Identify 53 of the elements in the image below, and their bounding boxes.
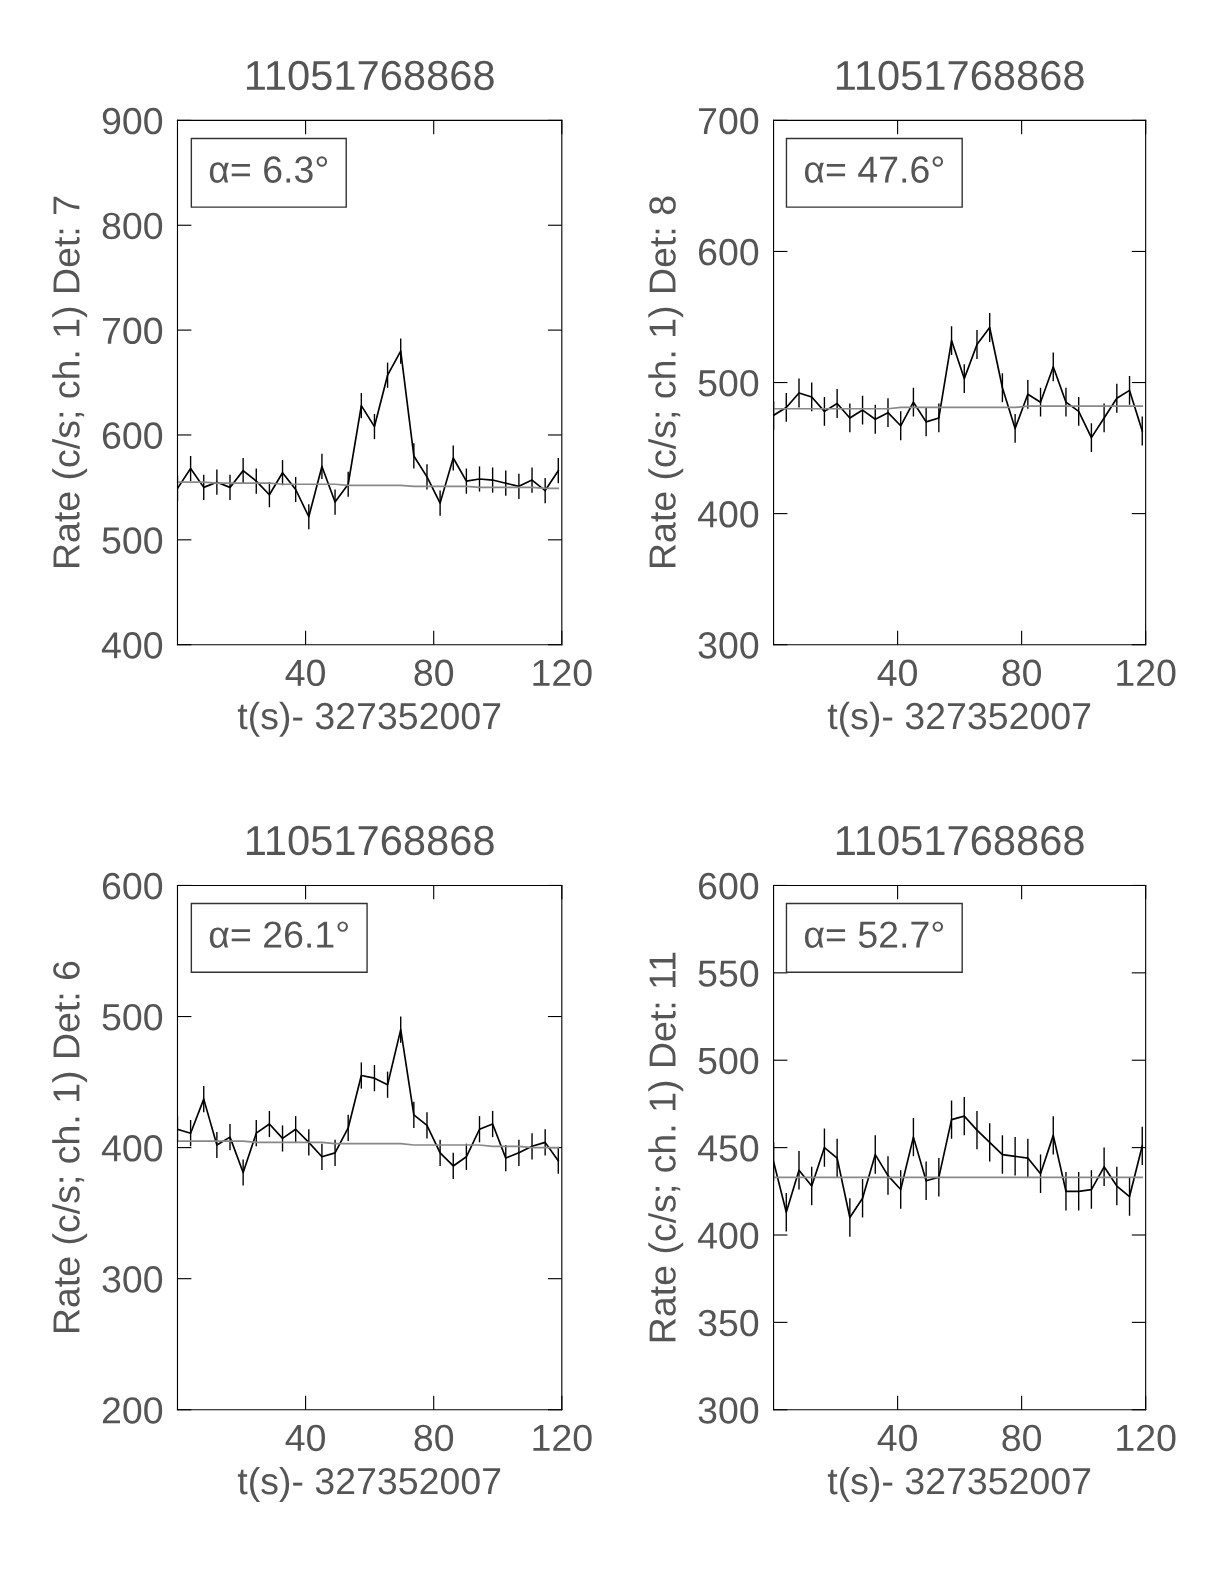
y-tick-label: 700 xyxy=(102,317,163,345)
y-tick-label: 300 xyxy=(698,632,759,659)
x-tick-label: 40 xyxy=(285,1424,325,1452)
y-tick-label: 550 xyxy=(698,960,759,987)
x-tick-label: 120 xyxy=(533,659,592,687)
y-tick-label: 350 xyxy=(698,1309,759,1337)
y-tick-label: 500 xyxy=(102,527,163,554)
line-series xyxy=(177,481,560,490)
y-tick-label: 600 xyxy=(102,422,163,449)
y-tick-label: 400 xyxy=(697,1222,759,1249)
chart-title: 11051768868 xyxy=(836,60,1084,91)
y-axis-title: Rate (c/s; ch. 1) Det: 7 xyxy=(52,196,88,568)
y-tick-label: 400 xyxy=(697,501,759,528)
annotation: α= 52.7° xyxy=(804,921,944,948)
y-axis-title: Rate (c/s; ch. 1) Det: 11 xyxy=(648,952,684,1342)
x-tick-label: 80 xyxy=(414,659,454,687)
y-tick-label: 600 xyxy=(699,238,759,266)
x-tick-label: 40 xyxy=(877,1424,917,1452)
y-tick-label: 500 xyxy=(698,1047,759,1075)
y-tick-label: 400 xyxy=(101,1135,163,1162)
x-tick-label: 80 xyxy=(1002,659,1042,687)
chart-title: 11051768868 xyxy=(246,60,494,91)
y-tick-label: 600 xyxy=(699,872,759,900)
y-tick-label: 300 xyxy=(102,1266,163,1293)
y-tick-label: 700 xyxy=(699,107,759,135)
x-axis-title: t(s)- 327352007 xyxy=(237,701,501,737)
x-tick-label: 120 xyxy=(1117,659,1176,687)
y-tick-label: 500 xyxy=(698,369,759,397)
annotation: α= 6.3° xyxy=(209,156,328,183)
x-tick-label: 80 xyxy=(414,1424,454,1452)
y-tick-label: 200 xyxy=(102,1397,163,1424)
annotation: α= 47.6° xyxy=(804,156,944,183)
y-tick-label: 900 xyxy=(102,107,163,135)
y-tick-label: 500 xyxy=(102,1003,163,1031)
y-tick-label: 300 xyxy=(698,1397,759,1424)
y-axis-title: Rate (c/s; ch. 1) Det: 8 xyxy=(648,196,684,568)
line-series xyxy=(177,1140,560,1149)
x-axis-title: t(s)- 327352007 xyxy=(827,1466,1091,1502)
x-tick-label: 80 xyxy=(1002,1424,1042,1452)
x-tick-label: 40 xyxy=(285,659,325,687)
x-axis-title: t(s)- 327352007 xyxy=(237,1466,501,1502)
y-axis-title: Rate (c/s; ch. 1) Det: 6 xyxy=(52,961,88,1333)
chart-title: 11051768868 xyxy=(246,825,494,856)
x-tick-label: 120 xyxy=(1117,1424,1176,1452)
y-tick-label: 400 xyxy=(101,632,163,659)
y-tick-label: 600 xyxy=(102,872,163,900)
y-tick-label: 450 xyxy=(697,1135,759,1162)
annotation: α= 26.1° xyxy=(209,921,348,948)
x-tick-label: 40 xyxy=(877,659,917,687)
x-tick-label: 120 xyxy=(533,1424,592,1452)
chart-title: 11051768868 xyxy=(836,825,1084,856)
x-axis-title: t(s)- 327352007 xyxy=(827,701,1091,737)
y-tick-label: 800 xyxy=(102,212,163,240)
